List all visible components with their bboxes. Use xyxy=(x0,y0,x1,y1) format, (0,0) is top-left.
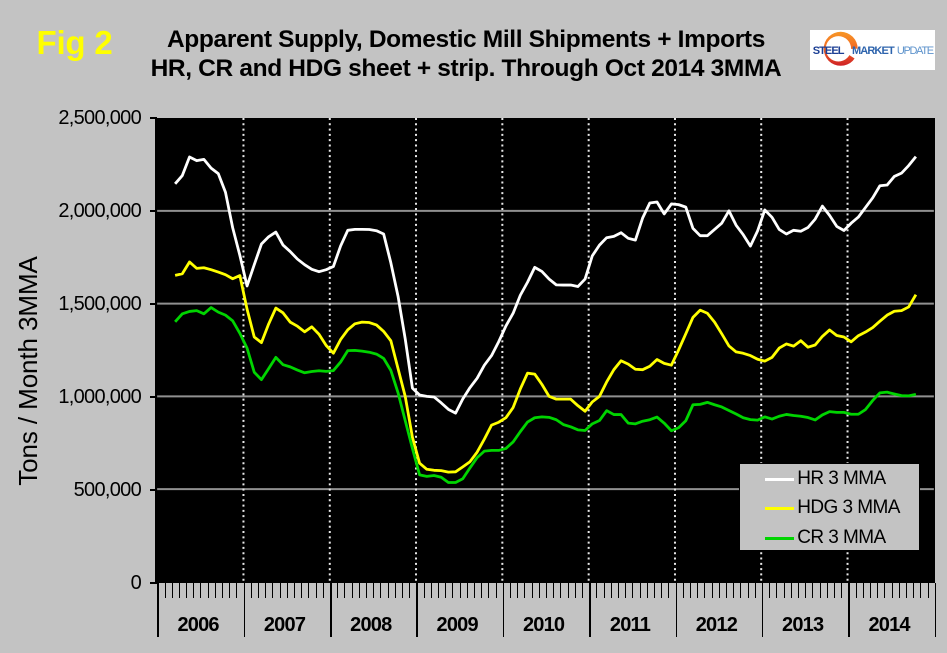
svg-text:UPDATE: UPDATE xyxy=(896,45,933,57)
svg-text:MARKET: MARKET xyxy=(852,45,895,57)
svg-text:STEEL: STEEL xyxy=(812,45,844,57)
